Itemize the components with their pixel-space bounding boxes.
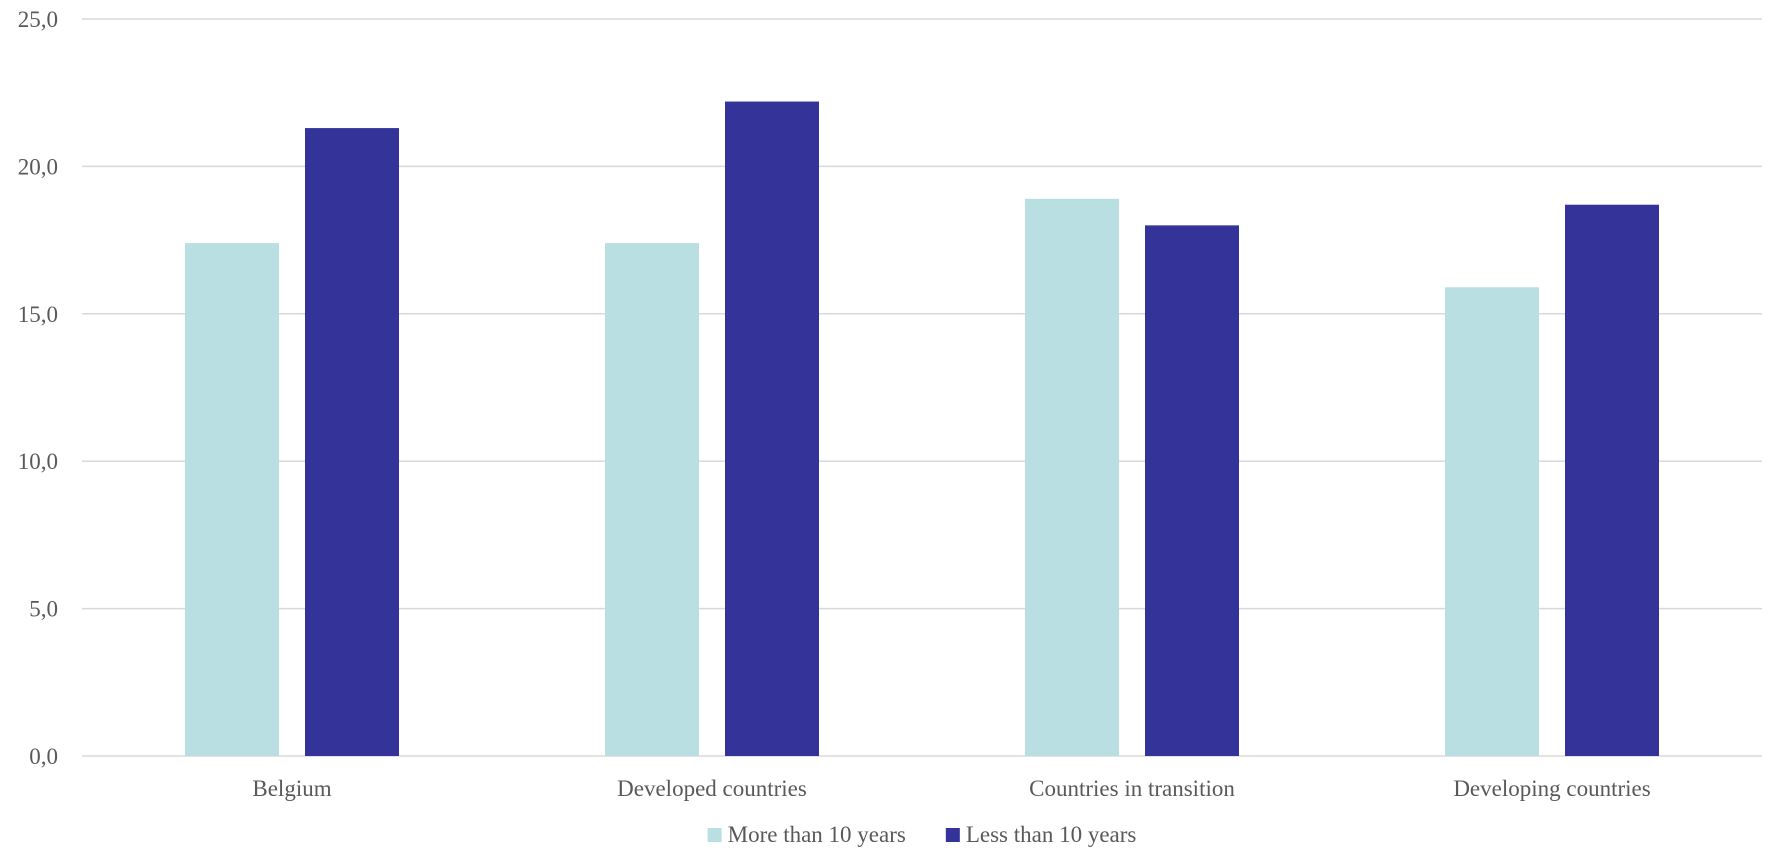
bars xyxy=(185,101,1659,757)
y-axis-ticks: 0,0 5,0 10,0 15,0 20,0 25,0 xyxy=(18,7,58,769)
y-tick-label: 5,0 xyxy=(29,597,58,622)
legend-swatch-more-than-10-years xyxy=(707,828,722,842)
y-tick-label: 10,0 xyxy=(18,449,58,474)
x-category-label: Countries in transition xyxy=(1029,776,1235,801)
x-category-label: Developing countries xyxy=(1453,776,1650,801)
bar-more-than-10-years-2 xyxy=(1025,198,1119,756)
bar-less-than-10-years-0 xyxy=(305,128,399,757)
x-category-label: Developed countries xyxy=(617,776,807,801)
bar-less-than-10-years-3 xyxy=(1565,204,1659,756)
y-tick-label: 20,0 xyxy=(18,154,58,179)
bar-less-than-10-years-2 xyxy=(1145,225,1239,757)
y-tick-label: 25,0 xyxy=(18,7,58,32)
bar-more-than-10-years-0 xyxy=(185,243,279,757)
y-tick-label: 15,0 xyxy=(18,302,58,327)
x-category-label: Belgium xyxy=(252,776,331,801)
legend-swatch-less-than-10-years xyxy=(945,828,960,842)
y-tick-label: 0,0 xyxy=(29,744,58,769)
x-axis-labels: Belgium Developed countries Countries in t… xyxy=(252,776,1650,801)
legend: More than 10 years Less than 10 years xyxy=(707,822,1137,847)
bar-more-than-10-years-3 xyxy=(1445,287,1539,756)
legend-label-more-than-10-years: More than 10 years xyxy=(728,822,906,847)
bar-more-than-10-years-1 xyxy=(605,243,699,757)
legend-label-less-than-10-years: Less than 10 years xyxy=(966,822,1137,847)
bar-less-than-10-years-1 xyxy=(725,101,819,756)
